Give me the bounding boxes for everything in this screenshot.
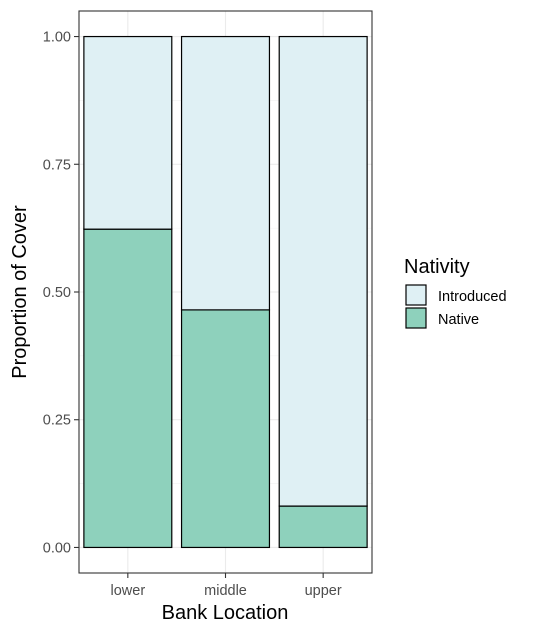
- x-tick-label-middle: middle: [204, 583, 247, 599]
- y-axis-title: Proportion of Cover: [9, 205, 31, 379]
- legend-key-introduced: [405, 284, 427, 306]
- legend-key-native: [405, 307, 427, 329]
- legend-title: Nativity: [404, 256, 470, 278]
- y-tick-label: 0.25: [43, 413, 71, 429]
- bars: [83, 35, 368, 549]
- legend-label-introduced: Introduced: [438, 289, 507, 305]
- x-tick-label-upper: upper: [305, 583, 342, 599]
- x-tick-label-lower: lower: [111, 583, 146, 599]
- bar-lower-introduced: [83, 35, 173, 230]
- legend: Nativity Introduced Native: [404, 256, 507, 329]
- y-tick-label: 0.50: [43, 285, 71, 301]
- y-tick-label: 0.00: [43, 540, 71, 556]
- y-axis: 0.00 0.25 0.50 0.75 1.00: [43, 30, 79, 556]
- bar-middle-introduced: [180, 35, 271, 311]
- x-axis: lower middle upper: [111, 573, 342, 599]
- bar-upper-native: [278, 505, 368, 549]
- legend-label-native: Native: [438, 312, 479, 328]
- y-tick-label: 0.75: [43, 157, 71, 173]
- y-tick-label: 1.00: [43, 30, 71, 46]
- bar-middle-native: [180, 309, 271, 549]
- bar-upper-introduced: [278, 35, 368, 507]
- x-axis-title: Bank Location: [162, 602, 289, 624]
- bar-lower-native: [83, 228, 173, 549]
